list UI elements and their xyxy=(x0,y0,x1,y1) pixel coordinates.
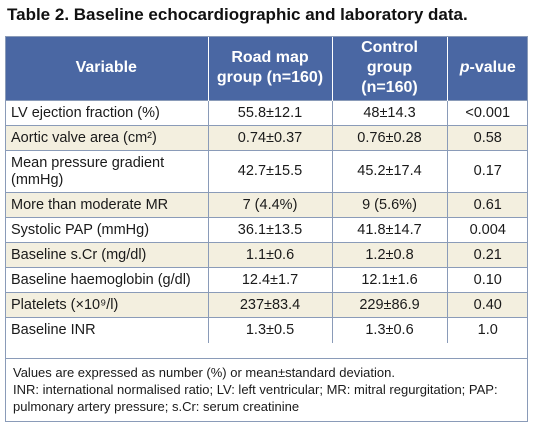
cell-variable: Platelets (×10⁹/l) xyxy=(5,292,209,318)
header-control: Control group (n=160) xyxy=(332,36,448,101)
cell-control: 48±14.3 xyxy=(332,100,448,126)
table-row: Baseline haemoglobin (g/dl) 12.4±1.7 12.1±… xyxy=(5,267,528,293)
cell-variable: Systolic PAP (mmHg) xyxy=(5,217,209,243)
header-road-map: Road map group (n=160) xyxy=(208,36,333,101)
cell-variable: Baseline haemoglobin (g/dl) xyxy=(5,267,209,293)
cell-p-value: 0.21 xyxy=(447,242,528,268)
cell-p-value: 0.40 xyxy=(447,292,528,318)
cell-control: 229±86.9 xyxy=(332,292,448,318)
cell-variable: Baseline INR xyxy=(5,317,209,343)
cell-road-map: 55.8±12.1 xyxy=(208,100,333,126)
cell-variable: Aortic valve area (cm²) xyxy=(5,125,209,151)
table-row: Platelets (×10⁹/l) 237±83.4 229±86.9 0.40 xyxy=(5,292,528,318)
table-row: Systolic PAP (mmHg) 36.1±13.5 41.8±14.7 0.0… xyxy=(5,217,528,243)
cell-road-map: 1.3±0.5 xyxy=(208,317,333,343)
table-row: LV ejection fraction (%) 55.8±12.1 48±14.3… xyxy=(5,100,528,126)
header-p-italic: p xyxy=(459,59,470,76)
table-body: LV ejection fraction (%) 55.8±12.1 48±14.3… xyxy=(5,100,528,343)
cell-road-map: 12.4±1.7 xyxy=(208,267,333,293)
cell-variable: Baseline s.Cr (mg/dl) xyxy=(5,242,209,268)
header-variable: Variable xyxy=(5,36,209,101)
cell-control: 1.2±0.8 xyxy=(332,242,448,268)
cell-variable: More than moderate MR xyxy=(5,192,209,218)
footnote-line1: Values are expressed as number (%) or me… xyxy=(13,365,395,380)
cell-control: 1.3±0.6 xyxy=(332,317,448,343)
table-header: Variable Road map group (n=160) Control … xyxy=(5,36,528,101)
header-control-line1: Control group xyxy=(361,39,418,76)
cell-control: 45.2±17.4 xyxy=(332,150,448,193)
cell-road-map: 42.7±15.5 xyxy=(208,150,333,193)
cell-control: 41.8±14.7 xyxy=(332,217,448,243)
footnote-line2: INR: international normalised ratio; LV:… xyxy=(13,382,498,414)
header-road-map-line2: group (n=160) xyxy=(216,69,324,86)
cell-road-map: 0.74±0.37 xyxy=(208,125,333,151)
table-row: More than moderate MR 7 (4.4%) 9 (5.6%) 0.6… xyxy=(5,192,528,218)
table-row: Baseline INR 1.3±0.5 1.3±0.6 1.0 xyxy=(5,317,528,343)
cell-p-value: 0.61 xyxy=(447,192,528,218)
table-row: Mean pressure gradient (mmHg) 42.7±15.5 45… xyxy=(5,150,528,193)
cell-p-value: 0.17 xyxy=(447,150,528,193)
cell-road-map: 237±83.4 xyxy=(208,292,333,318)
header-p-value: p-value xyxy=(447,36,528,101)
cell-control: 12.1±1.6 xyxy=(332,267,448,293)
cell-p-value: 0.10 xyxy=(447,267,528,293)
table-row: Baseline s.Cr (mg/dl) 1.1±0.6 1.2±0.8 0.21 xyxy=(5,242,528,268)
cell-road-map: 7 (4.4%) xyxy=(208,192,333,218)
cell-control: 9 (5.6%) xyxy=(332,192,448,218)
cell-p-value: <0.001 xyxy=(447,100,528,126)
table-row: Aortic valve area (cm²) 0.74±0.37 0.76±0.2… xyxy=(5,125,528,151)
header-control-line2: (n=160) xyxy=(361,79,418,96)
cell-variable: Mean pressure gradient (mmHg) xyxy=(5,150,209,193)
cell-p-value: 1.0 xyxy=(447,317,528,343)
footnote: Values are expressed as number (%) or me… xyxy=(5,358,528,422)
table-title: Table 2. Baseline echocardiographic and … xyxy=(7,5,468,24)
table-frame xyxy=(5,36,528,422)
cell-road-map: 36.1±13.5 xyxy=(208,217,333,243)
cell-p-value: 0.004 xyxy=(447,217,528,243)
cell-variable: LV ejection fraction (%) xyxy=(5,100,209,126)
cell-p-value: 0.58 xyxy=(447,125,528,151)
data-table: Variable Road map group (n=160) Control … xyxy=(5,36,528,343)
cell-control: 0.76±0.28 xyxy=(332,125,448,151)
header-road-map-line1: Road map xyxy=(231,49,309,66)
header-variable-label: Variable xyxy=(75,59,137,76)
cell-road-map: 1.1±0.6 xyxy=(208,242,333,268)
header-p-rest: -value xyxy=(469,59,516,76)
